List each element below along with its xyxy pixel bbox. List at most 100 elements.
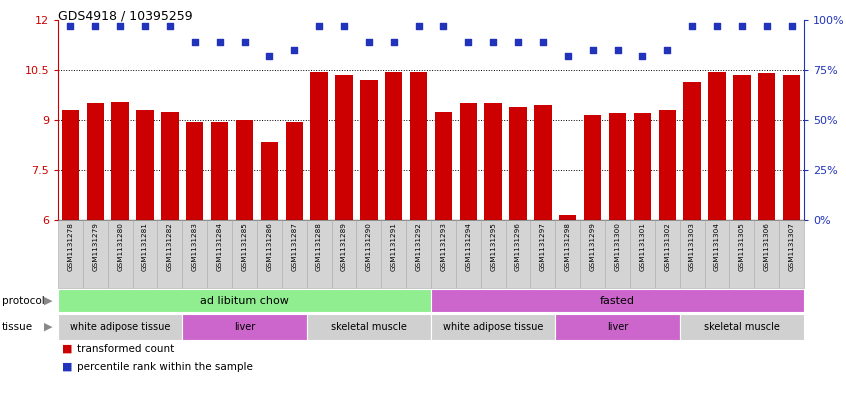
- Point: [387, 39, 400, 45]
- Bar: [634, 113, 651, 220]
- Text: GSM1131294: GSM1131294: [465, 222, 471, 271]
- Text: GSM1131306: GSM1131306: [764, 222, 770, 271]
- Point: [288, 47, 301, 53]
- Bar: [530, 220, 555, 288]
- Point: [462, 39, 475, 45]
- Point: [635, 53, 649, 59]
- Point: [561, 53, 574, 59]
- Text: GSM1131301: GSM1131301: [640, 222, 645, 271]
- Point: [760, 23, 773, 29]
- Bar: [183, 314, 306, 340]
- Text: white adipose tissue: white adipose tissue: [70, 322, 170, 332]
- Point: [338, 23, 351, 29]
- Point: [661, 47, 674, 53]
- Bar: [559, 215, 576, 220]
- Bar: [356, 220, 382, 288]
- Text: ■: ■: [63, 362, 73, 372]
- Point: [213, 39, 227, 45]
- Bar: [360, 80, 377, 220]
- Bar: [211, 122, 228, 220]
- Text: GSM1131290: GSM1131290: [365, 222, 372, 271]
- Text: skeletal muscle: skeletal muscle: [331, 322, 407, 332]
- Bar: [86, 103, 104, 220]
- Point: [113, 23, 127, 29]
- Point: [63, 23, 77, 29]
- Point: [138, 23, 151, 29]
- Text: GSM1131304: GSM1131304: [714, 222, 720, 271]
- Text: GSM1131283: GSM1131283: [192, 222, 198, 271]
- Text: GSM1131295: GSM1131295: [490, 222, 496, 271]
- Text: percentile rank within the sample: percentile rank within the sample: [77, 362, 252, 372]
- Bar: [282, 220, 306, 288]
- Point: [163, 23, 177, 29]
- Bar: [236, 120, 253, 220]
- Bar: [456, 220, 481, 288]
- Bar: [306, 220, 332, 288]
- Bar: [605, 220, 630, 288]
- Bar: [459, 103, 477, 220]
- Bar: [183, 220, 207, 288]
- Bar: [157, 220, 183, 288]
- Point: [238, 39, 251, 45]
- Text: ■: ■: [63, 344, 73, 354]
- Bar: [584, 115, 602, 220]
- Text: white adipose tissue: white adipose tissue: [443, 322, 543, 332]
- Point: [611, 47, 624, 53]
- Bar: [409, 72, 427, 220]
- Text: GSM1131296: GSM1131296: [515, 222, 521, 271]
- Bar: [630, 220, 655, 288]
- Bar: [306, 314, 431, 340]
- Bar: [431, 289, 804, 312]
- Bar: [335, 75, 353, 220]
- Text: liver: liver: [233, 322, 255, 332]
- Text: ▶: ▶: [44, 322, 52, 332]
- Bar: [136, 110, 154, 220]
- Bar: [435, 112, 452, 220]
- Bar: [286, 122, 303, 220]
- Text: GSM1131287: GSM1131287: [291, 222, 297, 271]
- Text: liver: liver: [607, 322, 628, 332]
- Point: [412, 23, 426, 29]
- Bar: [555, 220, 580, 288]
- Bar: [679, 220, 705, 288]
- Point: [188, 39, 201, 45]
- Text: tissue: tissue: [2, 322, 33, 332]
- Bar: [382, 220, 406, 288]
- Text: GSM1131286: GSM1131286: [266, 222, 272, 271]
- Text: GSM1131279: GSM1131279: [92, 222, 98, 271]
- Bar: [783, 75, 800, 220]
- Bar: [485, 103, 502, 220]
- Point: [486, 39, 500, 45]
- Bar: [112, 102, 129, 220]
- Text: GDS4918 / 10395259: GDS4918 / 10395259: [58, 10, 193, 23]
- Bar: [708, 72, 726, 220]
- Bar: [58, 314, 183, 340]
- Text: GSM1131299: GSM1131299: [590, 222, 596, 271]
- Text: protocol: protocol: [2, 296, 45, 305]
- Bar: [83, 220, 107, 288]
- Point: [312, 23, 326, 29]
- Point: [735, 23, 749, 29]
- Bar: [133, 220, 157, 288]
- Bar: [481, 220, 506, 288]
- Bar: [385, 72, 403, 220]
- Text: GSM1131298: GSM1131298: [565, 222, 571, 271]
- Text: GSM1131297: GSM1131297: [540, 222, 546, 271]
- Bar: [431, 314, 555, 340]
- Text: GSM1131289: GSM1131289: [341, 222, 347, 271]
- Text: GSM1131305: GSM1131305: [739, 222, 744, 271]
- Text: fasted: fasted: [600, 296, 635, 305]
- Text: GSM1131288: GSM1131288: [316, 222, 322, 271]
- Text: skeletal muscle: skeletal muscle: [704, 322, 780, 332]
- Bar: [779, 220, 804, 288]
- Point: [89, 23, 102, 29]
- Point: [362, 39, 376, 45]
- Text: GSM1131302: GSM1131302: [664, 222, 670, 271]
- Text: GSM1131292: GSM1131292: [415, 222, 421, 271]
- Bar: [758, 73, 776, 220]
- Point: [586, 47, 600, 53]
- Bar: [310, 72, 327, 220]
- Bar: [705, 220, 729, 288]
- Bar: [162, 112, 179, 220]
- Bar: [406, 220, 431, 288]
